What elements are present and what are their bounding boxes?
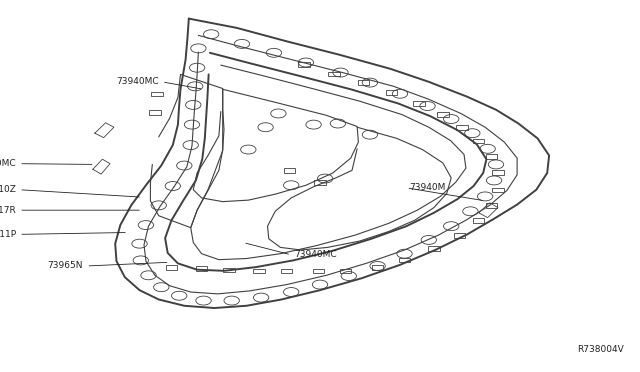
- Bar: [473, 218, 484, 223]
- Text: 73910Z: 73910Z: [0, 185, 16, 194]
- Bar: [149, 110, 161, 115]
- Bar: [456, 125, 468, 130]
- Bar: [281, 269, 292, 273]
- Bar: [386, 90, 397, 95]
- Bar: [313, 269, 324, 273]
- Bar: [253, 269, 265, 273]
- Text: R738004V: R738004V: [577, 345, 624, 354]
- Bar: [340, 269, 351, 273]
- Text: 73940MC: 73940MC: [116, 77, 159, 86]
- Bar: [437, 112, 449, 117]
- Bar: [428, 246, 440, 251]
- Bar: [284, 168, 295, 173]
- Bar: [492, 170, 504, 174]
- Bar: [372, 265, 383, 270]
- Bar: [298, 62, 310, 67]
- Bar: [473, 138, 484, 143]
- Text: 73940M: 73940M: [410, 183, 446, 192]
- Bar: [223, 267, 235, 272]
- Bar: [166, 265, 177, 270]
- Bar: [413, 101, 425, 106]
- Bar: [486, 203, 497, 208]
- Bar: [454, 233, 465, 238]
- Bar: [492, 187, 504, 192]
- Text: 73940MC: 73940MC: [294, 250, 337, 259]
- Bar: [151, 92, 163, 96]
- Bar: [358, 80, 369, 85]
- Text: 73911P: 73911P: [0, 230, 16, 239]
- Bar: [328, 71, 340, 76]
- Bar: [399, 257, 410, 262]
- Bar: [486, 154, 497, 159]
- Bar: [314, 180, 326, 185]
- Text: 73940MC: 73940MC: [0, 159, 16, 168]
- Text: 26417R: 26417R: [0, 206, 16, 215]
- Text: 73965N: 73965N: [48, 262, 83, 270]
- Bar: [196, 266, 207, 271]
